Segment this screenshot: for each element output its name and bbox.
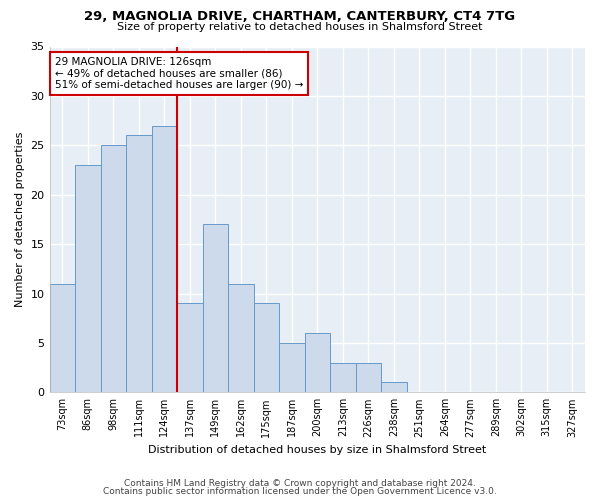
Bar — [177, 304, 203, 392]
Bar — [381, 382, 407, 392]
Text: 29 MAGNOLIA DRIVE: 126sqm
← 49% of detached houses are smaller (86)
51% of semi-: 29 MAGNOLIA DRIVE: 126sqm ← 49% of detac… — [55, 57, 303, 90]
Bar — [126, 136, 152, 392]
Text: Contains HM Land Registry data © Crown copyright and database right 2024.: Contains HM Land Registry data © Crown c… — [124, 478, 476, 488]
Bar — [254, 304, 279, 392]
Bar — [305, 333, 330, 392]
Text: 29, MAGNOLIA DRIVE, CHARTHAM, CANTERBURY, CT4 7TG: 29, MAGNOLIA DRIVE, CHARTHAM, CANTERBURY… — [85, 10, 515, 23]
Text: Size of property relative to detached houses in Shalmsford Street: Size of property relative to detached ho… — [117, 22, 483, 32]
Y-axis label: Number of detached properties: Number of detached properties — [15, 132, 25, 307]
Bar — [203, 224, 228, 392]
Bar — [152, 126, 177, 392]
X-axis label: Distribution of detached houses by size in Shalmsford Street: Distribution of detached houses by size … — [148, 445, 487, 455]
Bar — [75, 165, 101, 392]
Bar — [330, 362, 356, 392]
Bar — [50, 284, 75, 393]
Bar — [356, 362, 381, 392]
Text: Contains public sector information licensed under the Open Government Licence v3: Contains public sector information licen… — [103, 487, 497, 496]
Bar — [228, 284, 254, 393]
Bar — [101, 146, 126, 392]
Bar — [279, 343, 305, 392]
